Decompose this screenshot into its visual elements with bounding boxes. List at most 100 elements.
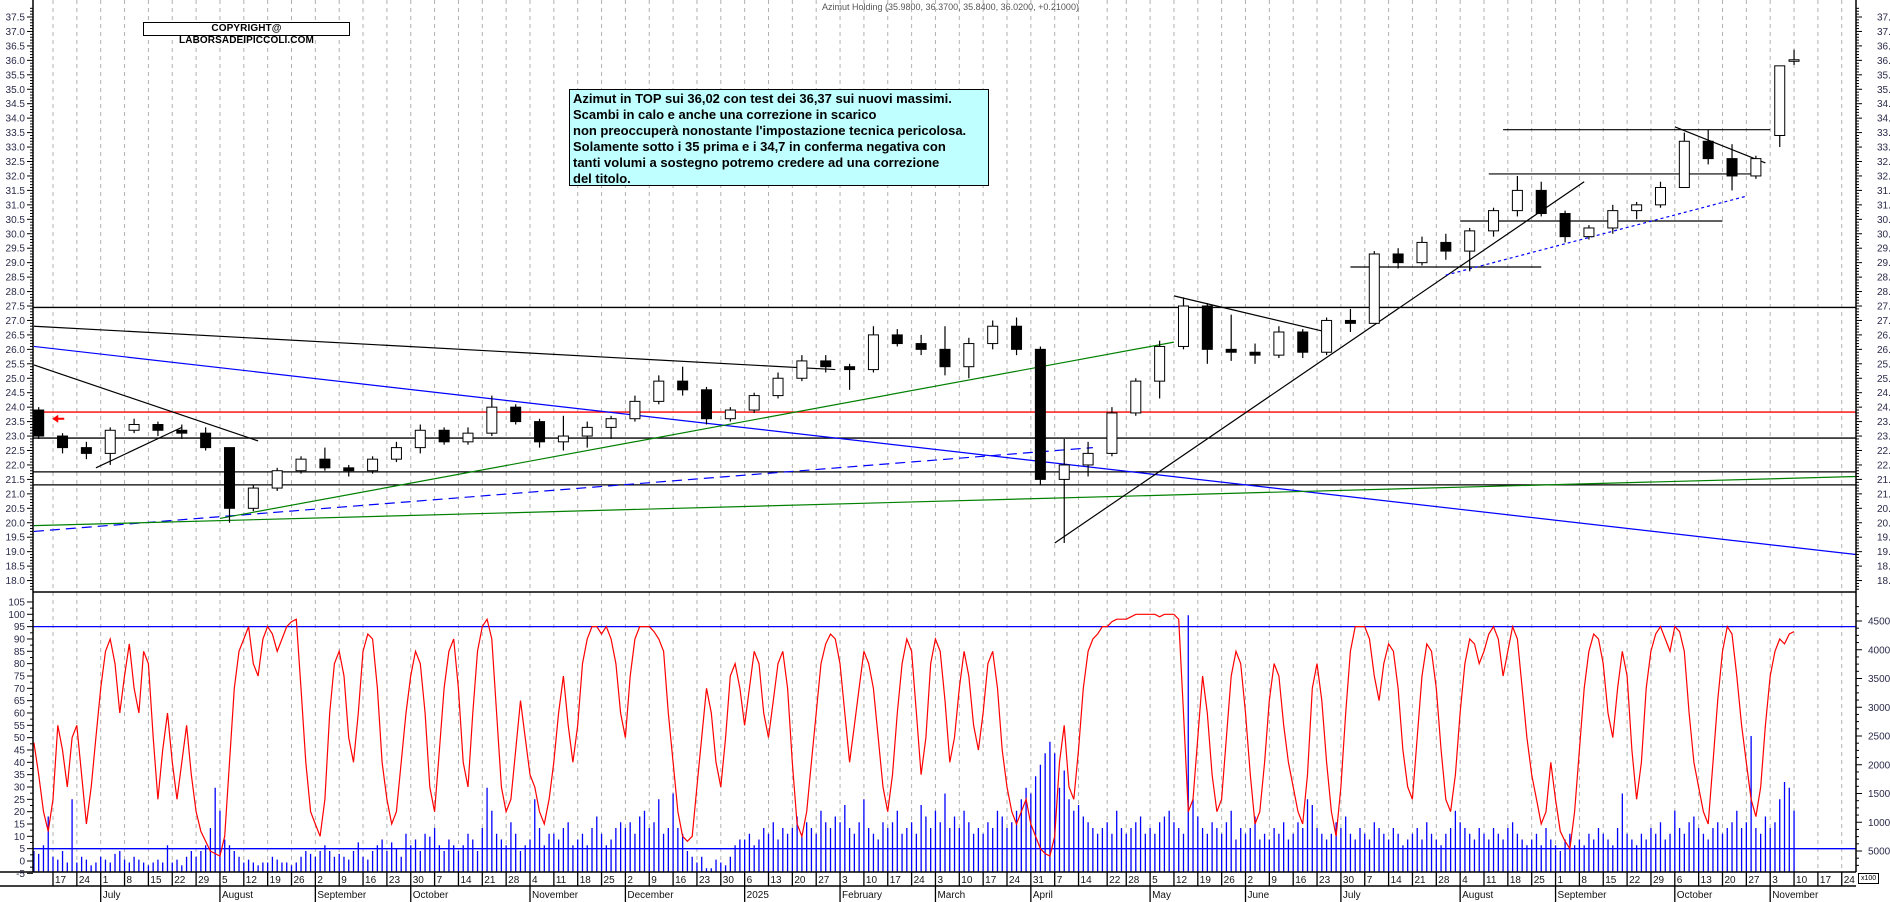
candle [343,464,355,477]
month-label: July [103,890,121,901]
date-tick-label: 29 [1653,875,1665,886]
date-tick-label: 1 [103,875,109,886]
price-tick-label: 34.5 [6,99,26,110]
month-label: July [1343,890,1361,901]
note-line: del titolo. [573,171,631,186]
date-tick-label: 5 [222,875,228,886]
candle [1726,144,1738,191]
date-tick-label: 17 [55,875,67,886]
date-tick-label: 28 [1128,875,1140,886]
chart-title: Azimut Holding (35.9800, 36.3700, 35.840… [822,2,1079,12]
price-tick-label: 22.5 [6,446,26,457]
candle [700,386,712,425]
volume-tick-label: 5000 [1868,847,1890,858]
trendline [33,325,836,371]
price-tick-label: 36.5 [1877,41,1890,52]
price-tick-label: 35.0 [6,85,26,96]
price-tick-label: 25.0 [1877,374,1890,385]
price-tick-label: 19.5 [6,533,26,544]
candle [438,427,450,445]
candle [247,485,259,512]
candle [581,421,593,448]
date-tick-label: 7 [1057,875,1063,886]
oscillator-tick-label: 95 [14,622,26,633]
date-tick-label: 28 [1438,875,1450,886]
price-tick-label: 32.0 [1877,171,1890,182]
price-tick-label: 35.5 [1877,70,1890,81]
price-tick-label: 21.5 [6,475,26,486]
date-tick-label: 16 [365,875,377,886]
trendline [33,345,1856,556]
note-line: Scambi in calo e anche una correzione in… [573,107,877,122]
volume-tick-label: 35000 [1868,674,1890,685]
candle [1678,132,1690,189]
month-label: August [222,890,253,901]
price-tick-label: 27.5 [6,302,26,313]
candle [319,447,331,471]
price-tick-label: 21.0 [1877,489,1890,500]
price-tick-label: 29.5 [1877,244,1890,255]
date-tick-label: 28 [508,875,520,886]
candle [1631,201,1643,220]
price-tick-label: 29.0 [1877,258,1890,269]
note-line: Azimut in TOP sui 36,02 con test dei 36,… [573,91,952,106]
candle [867,326,879,373]
date-tick-label: 3 [842,875,848,886]
oscillator-tick-label: 15 [14,819,26,830]
price-tick-label: 19.0 [6,547,26,558]
date-tick-label: 2 [317,875,323,886]
date-tick-label: 19 [270,875,282,886]
date-tick-label: 6 [1677,875,1683,886]
date-tick-label: 10 [866,875,878,886]
candle [1321,317,1333,356]
volume-tick-label: 20000 [1868,760,1890,771]
month-label: June [1248,890,1270,901]
price-tick-label: 23.0 [6,432,26,443]
trendline [33,475,1856,527]
date-tick-label: 24 [1009,875,1021,886]
price-tick-label: 29.0 [6,258,26,269]
candle [629,395,641,422]
candle [820,355,832,373]
oscillator-tick-label: 80 [14,659,26,670]
date-tick-label: 4 [1462,875,1468,886]
price-panel [33,49,1856,556]
price-tick-label: 33.5 [1877,128,1890,139]
date-tick-label: 26 [294,875,306,886]
date-tick-label: 14 [460,875,472,886]
date-tick-label: 14 [1391,875,1403,886]
candle [200,427,212,451]
month-label: May [1152,890,1171,901]
volume-tick-label: 40000 [1868,645,1890,656]
date-tick-label: 24 [914,875,926,886]
date-tick-label: 5 [1152,875,1158,886]
candle [1392,248,1404,269]
candle [223,447,235,523]
candle [939,326,951,376]
price-tick-label: 24.0 [1877,403,1890,414]
date-tick-label: 9 [651,875,657,886]
arrow-left-icon [52,414,65,423]
month-label: April [1033,890,1053,901]
candle [987,320,999,350]
candle [1535,181,1547,217]
volume-unit-label: x100 [1858,873,1880,884]
price-tick-label: 26.5 [1877,330,1890,341]
date-tick-label: 13 [1701,875,1713,886]
candle [1130,378,1142,416]
date-tick-label: 26 [1224,875,1236,886]
trendline [219,341,1175,520]
date-tick-label: 11 [1486,875,1497,886]
candle [1750,155,1762,179]
candle [748,392,760,413]
price-tick-label: 21.0 [6,489,26,500]
price-tick-label: 20.0 [6,518,26,529]
candle [1774,65,1786,148]
candle [557,415,569,451]
price-tick-label: 35.0 [1877,85,1890,96]
date-tick-label: 29 [198,875,210,886]
oscillator-tick-label: 100 [8,610,25,621]
date-tick-label: 30 [413,875,425,886]
price-tick-label: 22.5 [1877,446,1890,457]
